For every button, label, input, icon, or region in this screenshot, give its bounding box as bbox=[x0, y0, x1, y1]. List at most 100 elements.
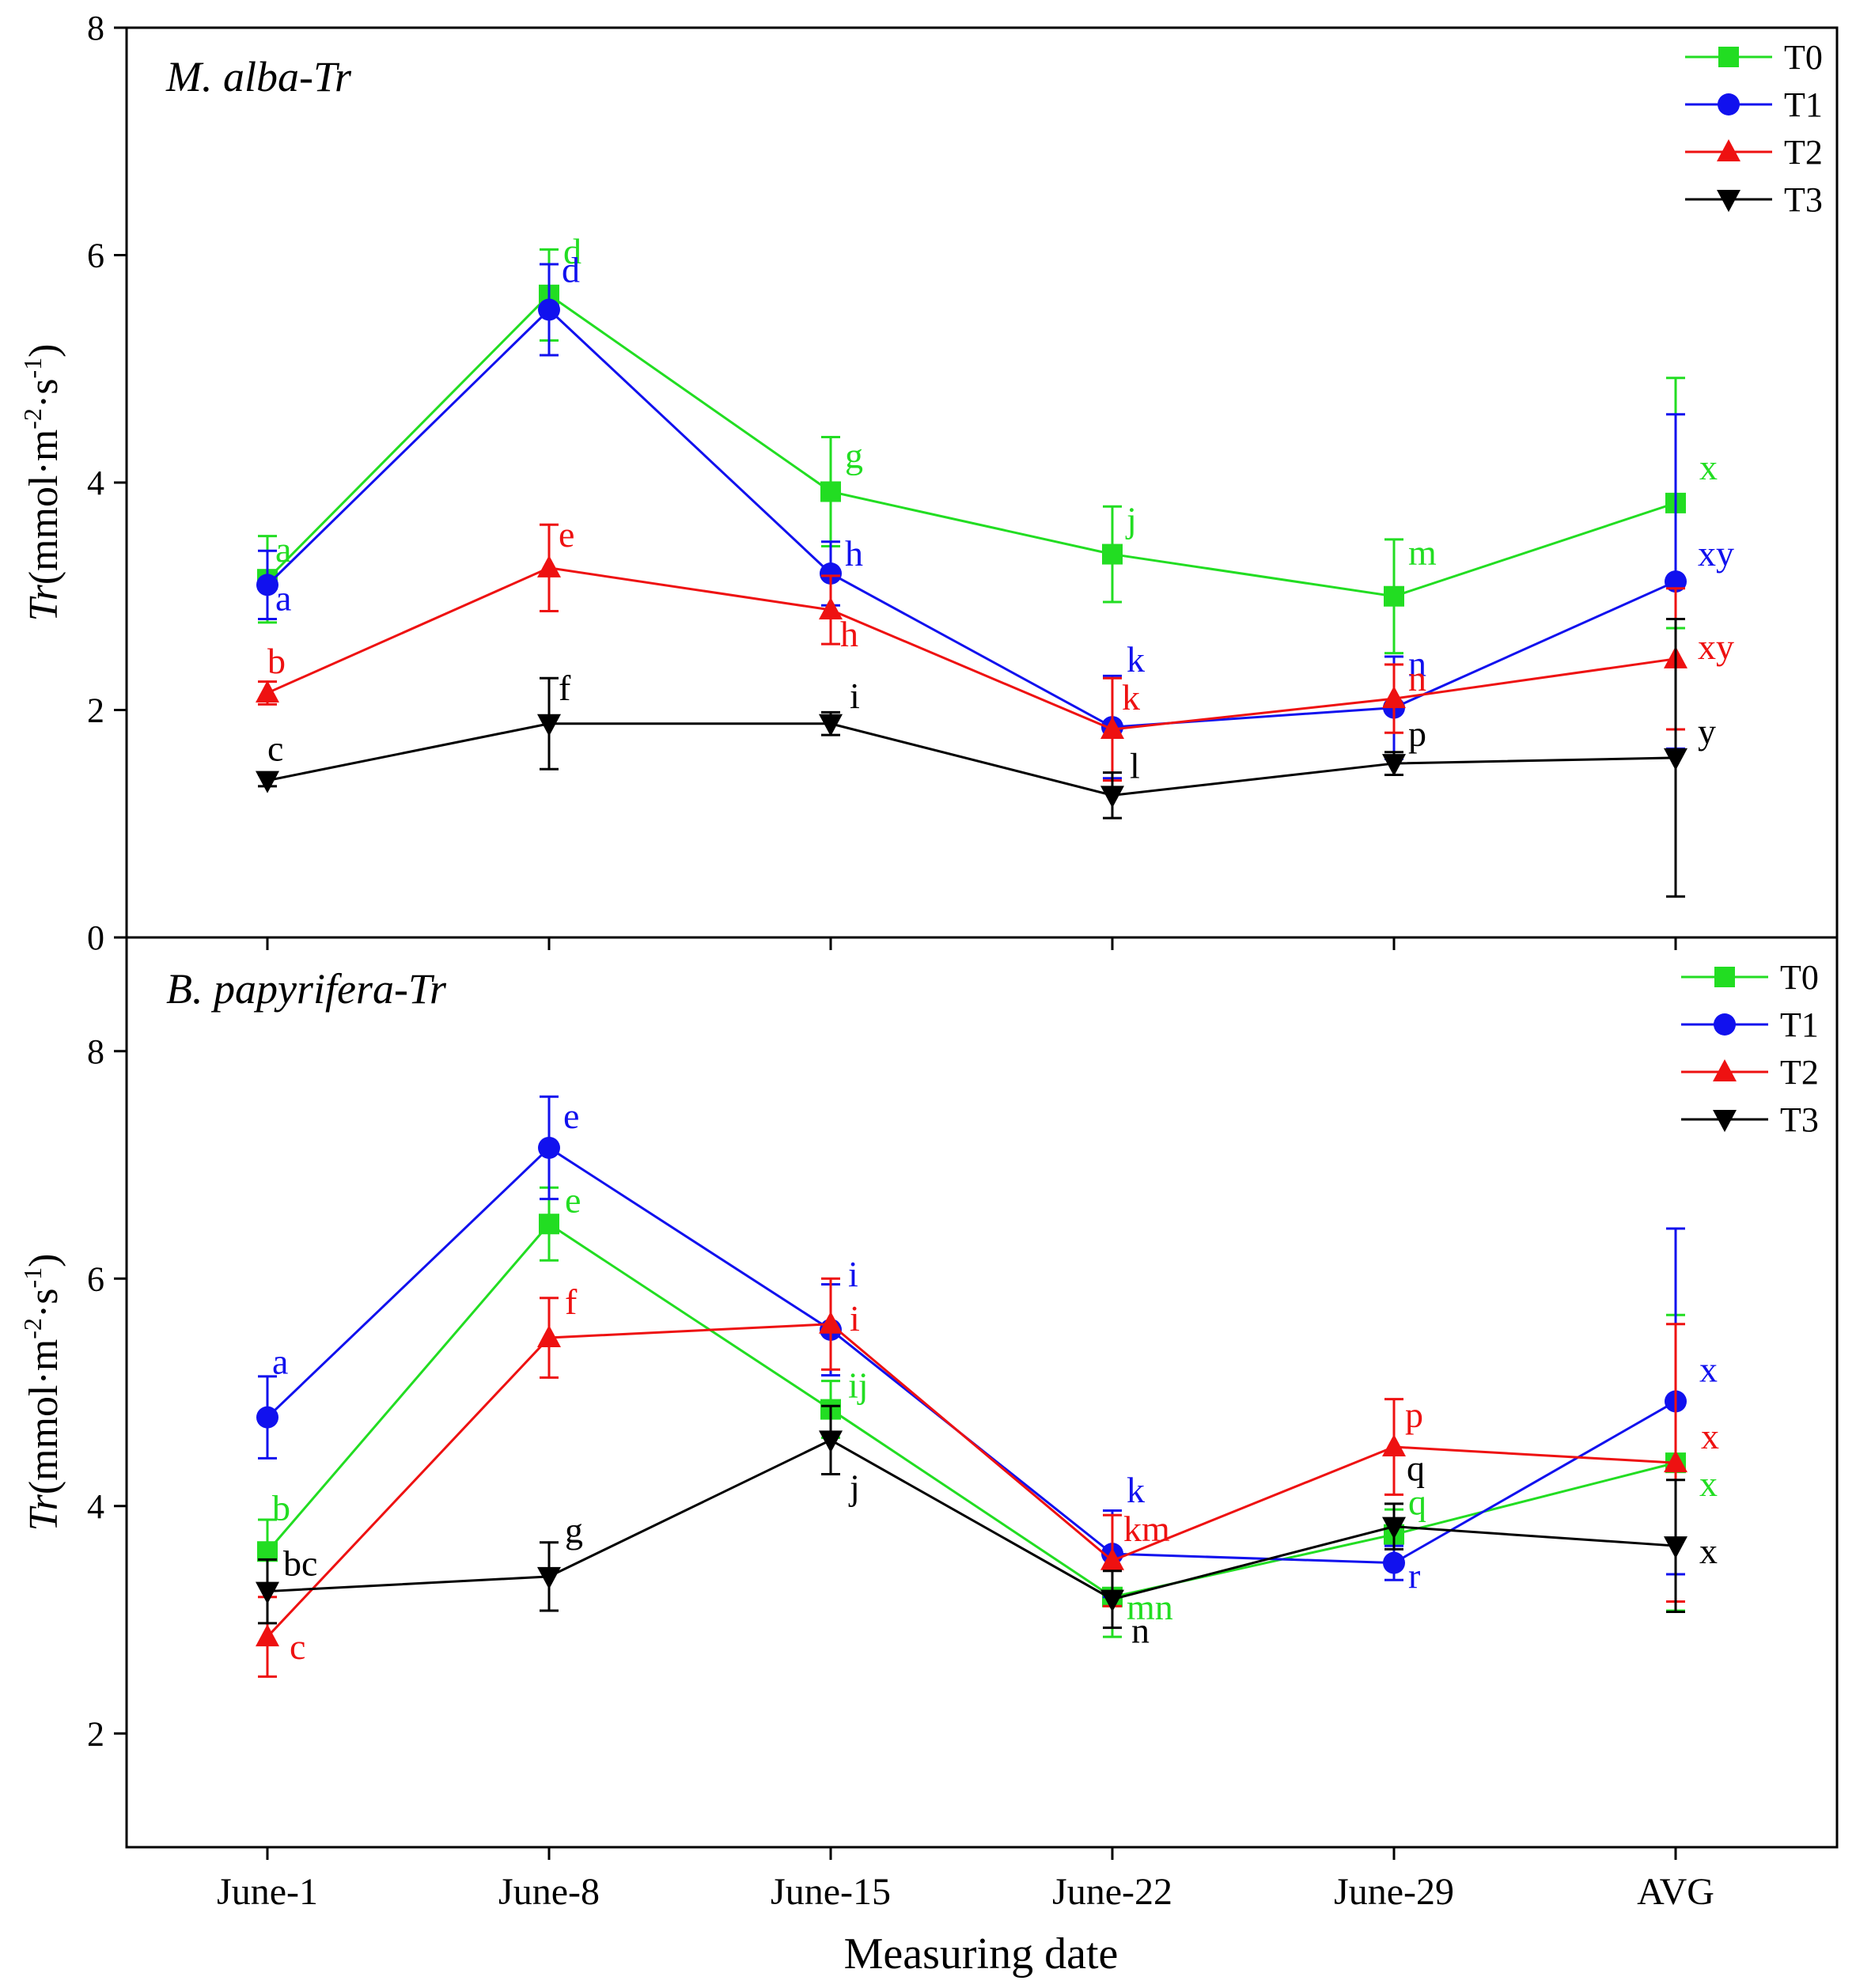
data-point bbox=[1665, 570, 1687, 593]
x-tick-label: June-8 bbox=[498, 1871, 600, 1913]
data-point bbox=[1100, 1547, 1124, 1570]
panel-title-suffix: -Tr bbox=[299, 53, 352, 100]
data-point bbox=[1664, 1536, 1687, 1559]
significance-label: p bbox=[1408, 714, 1426, 754]
data-point bbox=[1102, 543, 1123, 565]
significance-label: a bbox=[275, 529, 291, 570]
significance-label: xy bbox=[1698, 533, 1734, 574]
legend-label: T2 bbox=[1784, 133, 1823, 172]
significance-label: ij bbox=[848, 1365, 869, 1406]
data-point bbox=[1382, 1434, 1406, 1456]
y-tick-label: 4 bbox=[87, 464, 104, 502]
data-point bbox=[538, 1136, 560, 1159]
significance-label: x bbox=[1699, 1464, 1718, 1504]
legend-marker bbox=[1718, 93, 1740, 115]
significance-label: r bbox=[1408, 1556, 1420, 1596]
panel-m-alba: 0 2 4 6 8 Tr(mmol·m-2·s-1) M. alba-Tr a d g j m x a d h… bbox=[18, 9, 1839, 957]
series-t2: c f i km p x bbox=[256, 1277, 1719, 1678]
legend-marker bbox=[1718, 47, 1739, 67]
legend: T0 T1 T2 T3 bbox=[1681, 958, 1819, 1139]
legend-label: T2 bbox=[1780, 1053, 1819, 1092]
y-axis-label-var: Tr bbox=[21, 584, 66, 621]
significance-label: x bbox=[1699, 447, 1718, 487]
y-tick-label: 8 bbox=[87, 9, 104, 47]
data-point bbox=[256, 1624, 279, 1647]
data-point bbox=[256, 1581, 279, 1604]
legend-label: T3 bbox=[1784, 180, 1823, 219]
significance-label: i bbox=[850, 676, 860, 716]
series-line bbox=[266, 1222, 1676, 1599]
legend-label: T0 bbox=[1780, 958, 1819, 997]
significance-label: e bbox=[563, 1096, 579, 1136]
data-point bbox=[256, 574, 278, 596]
significance-label: i bbox=[848, 1254, 858, 1294]
significance-label: km bbox=[1123, 1509, 1170, 1549]
data-point bbox=[820, 481, 841, 502]
data-point bbox=[539, 1214, 559, 1235]
data-point bbox=[1100, 786, 1124, 808]
series-line bbox=[266, 293, 1676, 598]
significance-label: d bbox=[562, 250, 580, 290]
y-tick-label: 2 bbox=[87, 1714, 104, 1753]
series-t1: a e i k r x bbox=[256, 1095, 1718, 1599]
series-line bbox=[267, 1438, 1676, 1601]
significance-label: n bbox=[1408, 644, 1426, 684]
y-axis-label-unit: ·s bbox=[21, 1289, 66, 1319]
legend-marker bbox=[1714, 967, 1735, 987]
y-axis-label-unit: ) bbox=[21, 1254, 66, 1267]
legend-marker bbox=[1717, 190, 1740, 212]
significance-label: q bbox=[1407, 1448, 1425, 1489]
significance-label: j bbox=[848, 1467, 860, 1507]
panel-title: M. alba-Tr bbox=[165, 53, 352, 100]
y-axis-label: Tr(mmol·m-2·s-1) bbox=[18, 1254, 66, 1532]
data-point bbox=[1383, 1551, 1405, 1574]
significance-label: f bbox=[559, 668, 571, 708]
data-point bbox=[538, 298, 560, 321]
significance-label: d bbox=[563, 231, 581, 271]
data-point bbox=[819, 1311, 843, 1334]
significance-label: q bbox=[1408, 1482, 1426, 1523]
legend-marker bbox=[1717, 139, 1740, 161]
x-axis-label: Measuring date bbox=[844, 1929, 1119, 1979]
data-point bbox=[1382, 754, 1406, 777]
data-point bbox=[819, 1430, 843, 1453]
significance-label: k bbox=[1127, 639, 1145, 680]
significance-label: a bbox=[275, 577, 291, 618]
significance-label: e bbox=[565, 1180, 581, 1220]
data-point bbox=[537, 1325, 561, 1347]
legend-marker bbox=[1713, 1059, 1737, 1081]
y-axis-label-unit: (mmol·m bbox=[21, 1339, 66, 1494]
legend-label: T0 bbox=[1784, 38, 1823, 77]
legend: T0 T1 T2 T3 bbox=[1685, 38, 1823, 219]
x-tick-label: June-29 bbox=[1334, 1871, 1454, 1913]
series-line bbox=[267, 722, 1676, 797]
data-point bbox=[1384, 585, 1404, 607]
significance-label: g bbox=[565, 1510, 583, 1551]
data-point bbox=[256, 1406, 278, 1429]
x-tick-label: June-22 bbox=[1052, 1871, 1172, 1913]
data-point bbox=[1100, 716, 1124, 739]
y-tick-label: 8 bbox=[87, 1032, 104, 1071]
significance-label: x bbox=[1699, 1350, 1718, 1390]
y-axis-label-sup: -1 bbox=[18, 358, 47, 379]
significance-label: b bbox=[267, 641, 286, 681]
series-line bbox=[266, 308, 1676, 729]
y-tick-label: 4 bbox=[87, 1487, 104, 1526]
significance-label: i bbox=[850, 1298, 860, 1339]
series-t2: b e h k n xy bbox=[256, 514, 1734, 782]
panel-title-species: B. papyrifera bbox=[166, 965, 394, 1013]
significance-label: m bbox=[1408, 532, 1437, 573]
legend-label: T3 bbox=[1780, 1100, 1819, 1139]
data-point bbox=[820, 562, 842, 585]
significance-label: bc bbox=[283, 1543, 317, 1584]
data-point bbox=[537, 1566, 561, 1589]
panel-title-suffix: -Tr bbox=[394, 965, 447, 1013]
significance-label: n bbox=[1408, 658, 1426, 699]
y-axis-label-unit: (mmol·m bbox=[21, 430, 66, 585]
series-t3: bc g j n q x bbox=[256, 1404, 1718, 1651]
data-point bbox=[537, 555, 561, 577]
significance-label: n bbox=[1131, 1611, 1150, 1651]
